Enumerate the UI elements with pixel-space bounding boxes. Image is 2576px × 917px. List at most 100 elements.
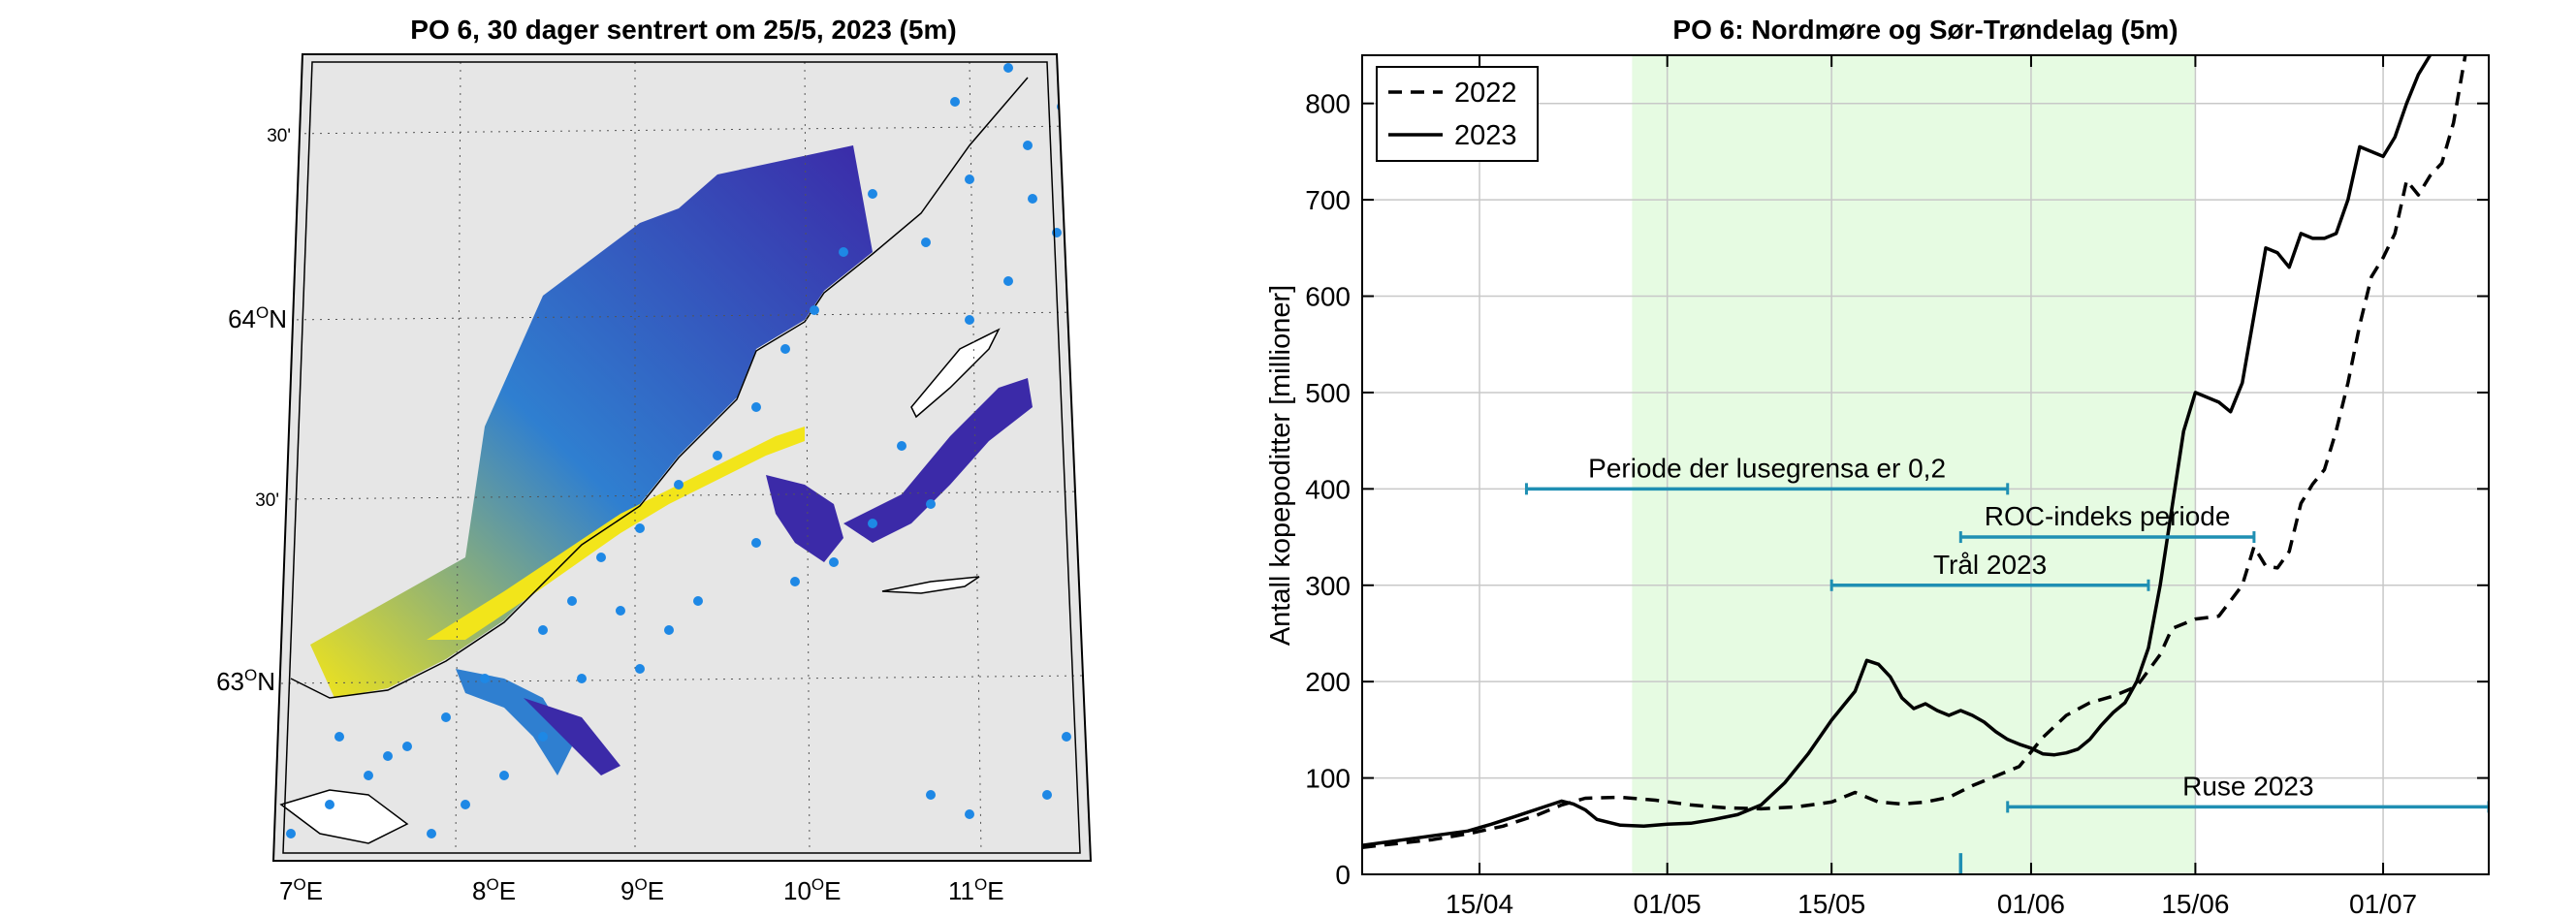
station-marker (616, 606, 625, 616)
station-marker (921, 237, 931, 247)
station-marker (427, 829, 436, 838)
map-area (273, 54, 1091, 861)
graticule-meridian (804, 61, 811, 854)
map-frame-outer (271, 53, 1093, 862)
interval-label: Trål 2023 (1933, 550, 2047, 580)
station-marker (461, 800, 470, 809)
legend-label-2022: 2022 (1454, 78, 1517, 109)
x-tick-label: 01/06 (1997, 889, 2065, 917)
series-layer (1362, 55, 2467, 849)
y-tick-label: 700 (1305, 185, 1351, 215)
y-tick-label: 600 (1305, 282, 1351, 312)
station-marker (965, 809, 974, 819)
lon-label-9e: 9OE (620, 875, 664, 905)
station-marker (810, 305, 819, 315)
station-marker (1003, 63, 1013, 73)
interval-label: ROC-indeks periode (1985, 501, 2231, 531)
highlight-band (1632, 55, 2196, 874)
fjord-inner (843, 378, 1033, 543)
chart-title: PO 6: Nordmøre og Sør-Trøndelag (5m) (1672, 15, 2178, 45)
station-marker (567, 596, 577, 606)
coastline (290, 77, 1029, 699)
station-marker (829, 557, 839, 567)
station-marker (364, 771, 373, 780)
station-marker (839, 247, 848, 257)
station-marker (790, 577, 800, 586)
interval-label: Ruse 2023 (2182, 771, 2313, 801)
series-line-2023 (1362, 55, 2432, 847)
station-marker (1062, 732, 1071, 742)
interval-label: Periode der lusegrensa er 0,2 (1588, 453, 1946, 483)
islands-south (279, 789, 409, 844)
x-ticks: 15/04 01/05 15/05 01/06 15/06 01/07 (1446, 55, 2417, 917)
station-marker (965, 174, 974, 184)
fjord-trondheim (766, 475, 843, 562)
lat-label-64-30: 30' (267, 126, 291, 146)
station-marker (926, 499, 936, 509)
lon-labels: 7OE 8OE 9OE 10OE 11OE (279, 875, 1004, 905)
lake-north (910, 328, 1001, 419)
map-title: PO 6, 30 dager sentrert om 25/5, 2023 (5… (410, 15, 956, 45)
station-marker (334, 732, 344, 742)
station-marker (713, 451, 722, 460)
station-marker (780, 344, 790, 354)
station-marker (965, 315, 974, 325)
plot-frame (1361, 54, 2490, 875)
station-marker (897, 441, 906, 451)
lon-label-10e: 10OE (783, 875, 842, 905)
station-marker (538, 732, 548, 742)
series-line-2022 (1362, 55, 2467, 849)
station-marker (751, 402, 761, 412)
x-tick-label: 15/05 (1797, 889, 1865, 917)
station-marker (577, 674, 587, 683)
station-marker (1028, 194, 1037, 204)
graticule-meridian (455, 61, 461, 854)
lake-east (881, 576, 980, 594)
x-tick-label: 15/06 (2161, 889, 2229, 917)
lat-label-63n: 63ON (216, 666, 275, 696)
station-marker (480, 674, 490, 683)
land-fill (273, 54, 1091, 861)
y-tick-label: 400 (1305, 474, 1351, 504)
y-tick-label: 200 (1305, 667, 1351, 697)
station-marker (441, 712, 451, 722)
intervals-layer: Periode der lusegrensa er 0,2 ROC-indeks … (1524, 453, 2489, 874)
station-marker (674, 480, 684, 490)
y-axis-label: Antall kopepoditter [millioner] (1265, 285, 1296, 646)
station-marker (664, 625, 674, 635)
grid (1362, 55, 2489, 874)
y-tick-label: 0 (1335, 860, 1351, 890)
plot-area: Periode der lusegrensa er 0,2 ROC-indeks … (1362, 55, 2489, 874)
chart-panel: PO 6: Nordmøre og Sør-Trøndelag (5m) Per… (1265, 15, 2490, 917)
y-ticks: 0 100 200 300 400 500 600 700 800 (1305, 89, 2489, 890)
station-marker (950, 97, 960, 107)
station-marker (751, 538, 761, 548)
map-frame-inner (282, 61, 1081, 854)
x-tick-label: 01/05 (1634, 889, 1701, 917)
lat-labels: 30' 64ON 30' 63ON (216, 126, 291, 696)
station-marker (402, 742, 412, 751)
lat-label-64n: 64ON (228, 303, 287, 333)
station-marker (868, 189, 877, 199)
station-marker (1042, 790, 1052, 800)
graticule-meridian (969, 61, 982, 854)
y-tick-label: 100 (1305, 764, 1351, 794)
station-marker (926, 790, 936, 800)
stations (286, 63, 1071, 838)
legend-box (1376, 66, 1539, 162)
station-marker (1003, 276, 1013, 286)
fjord-main (427, 427, 805, 640)
station-marker (596, 553, 606, 562)
x-tick-label: 01/07 (2349, 889, 2417, 917)
station-marker (635, 664, 645, 674)
legend-label-2023: 2023 (1454, 120, 1517, 151)
lon-label-7e: 7OE (279, 875, 323, 905)
station-marker (635, 523, 645, 533)
sea-field (310, 145, 873, 698)
x-tick-label: 15/04 (1446, 889, 1513, 917)
y-tick-label: 500 (1305, 378, 1351, 408)
station-marker (693, 596, 703, 606)
map-panel: PO 6, 30 dager sentrert om 25/5, 2023 (5… (216, 15, 1093, 905)
station-marker (286, 829, 296, 838)
